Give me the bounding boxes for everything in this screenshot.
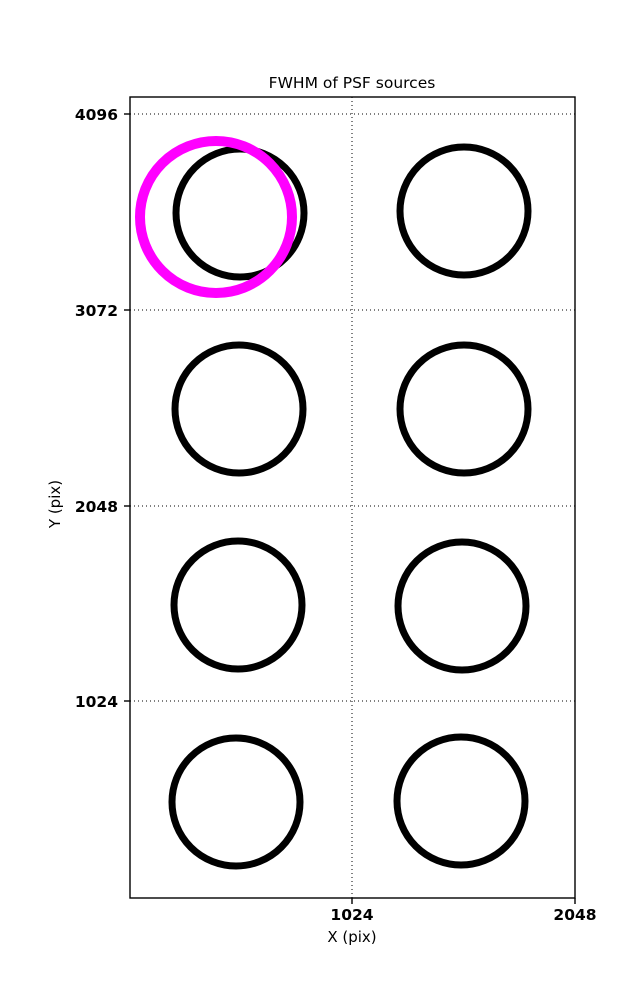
plot-title: FWHM of PSF sources (269, 74, 436, 92)
x-axis-label: X (pix) (327, 928, 376, 946)
y-tick-label-3072: 3072 (75, 302, 118, 320)
x-tick-label-1024: 1024 (330, 906, 373, 924)
y-tick-label-4096: 4096 (75, 106, 118, 124)
psf-circle-r4c1 (168, 734, 304, 870)
psf-circle-r2c1 (171, 341, 307, 477)
y-tick-label-1024: 1024 (75, 693, 118, 711)
psf-circle-r3c2 (394, 538, 530, 674)
psf-circle-r2c2 (396, 341, 532, 477)
y-tick-label-2048: 2048 (75, 498, 118, 516)
psf-circle-r1c2 (396, 143, 532, 279)
y-tick-marks (124, 113, 130, 702)
reference-circle-highlight (135, 136, 297, 298)
x-tick-label-2048: 2048 (553, 906, 596, 924)
x-tick-marks (351, 898, 576, 904)
psf-circle-r3c1 (170, 537, 306, 673)
y-axis-label: Y (pix) (46, 480, 64, 529)
psf-circle-r4c2 (393, 733, 529, 869)
